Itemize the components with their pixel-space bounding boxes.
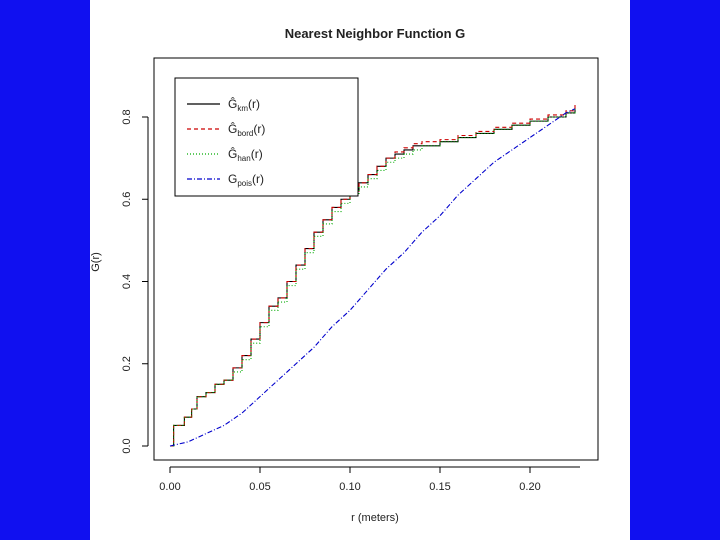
legend-label: Gpois(r) (228, 172, 264, 188)
y-tick-label: 0.0 (121, 438, 133, 453)
x-tick-label: 0.00 (159, 481, 180, 493)
legend-label: Ĝbord(r) (228, 121, 265, 138)
y-tick-label: 0.6 (121, 192, 133, 207)
x-axis-label: r (meters) (351, 512, 399, 524)
y-axis-label: G(r) (90, 252, 102, 272)
x-tick-label: 0.10 (339, 481, 360, 493)
y-tick-label: 0.8 (121, 109, 133, 124)
y-ticks: 0.0 0.2 0.4 0.6 0.8 (121, 109, 148, 454)
legend-label: Ĝhan(r) (228, 146, 263, 163)
y-tick-label: 0.4 (121, 274, 133, 289)
x-ticks: 0.00 0.05 0.10 0.15 0.20 (159, 467, 541, 493)
chart-title: Nearest Neighbor Function G (285, 26, 466, 41)
figure-panel: Nearest Neighbor Function G 0.00 0.05 0.10… (90, 0, 630, 540)
y-tick-label: 0.2 (121, 356, 133, 371)
x-tick-label: 0.15 (429, 481, 450, 493)
x-tick-label: 0.20 (519, 481, 540, 493)
nearest-neighbor-chart: Nearest Neighbor Function G 0.00 0.05 0.10… (90, 26, 599, 524)
plot-frame (153, 57, 599, 461)
x-tick-label: 0.05 (249, 481, 270, 493)
legend: Ĝkm(r) Ĝbord(r) Ĝhan(r) Gpois(r) (174, 77, 359, 197)
legend-box (174, 77, 359, 197)
series-line-2 (170, 108, 576, 447)
series-layer (169, 104, 576, 447)
legend-label: Ĝkm(r) (228, 96, 260, 113)
series-line-3 (169, 108, 576, 447)
